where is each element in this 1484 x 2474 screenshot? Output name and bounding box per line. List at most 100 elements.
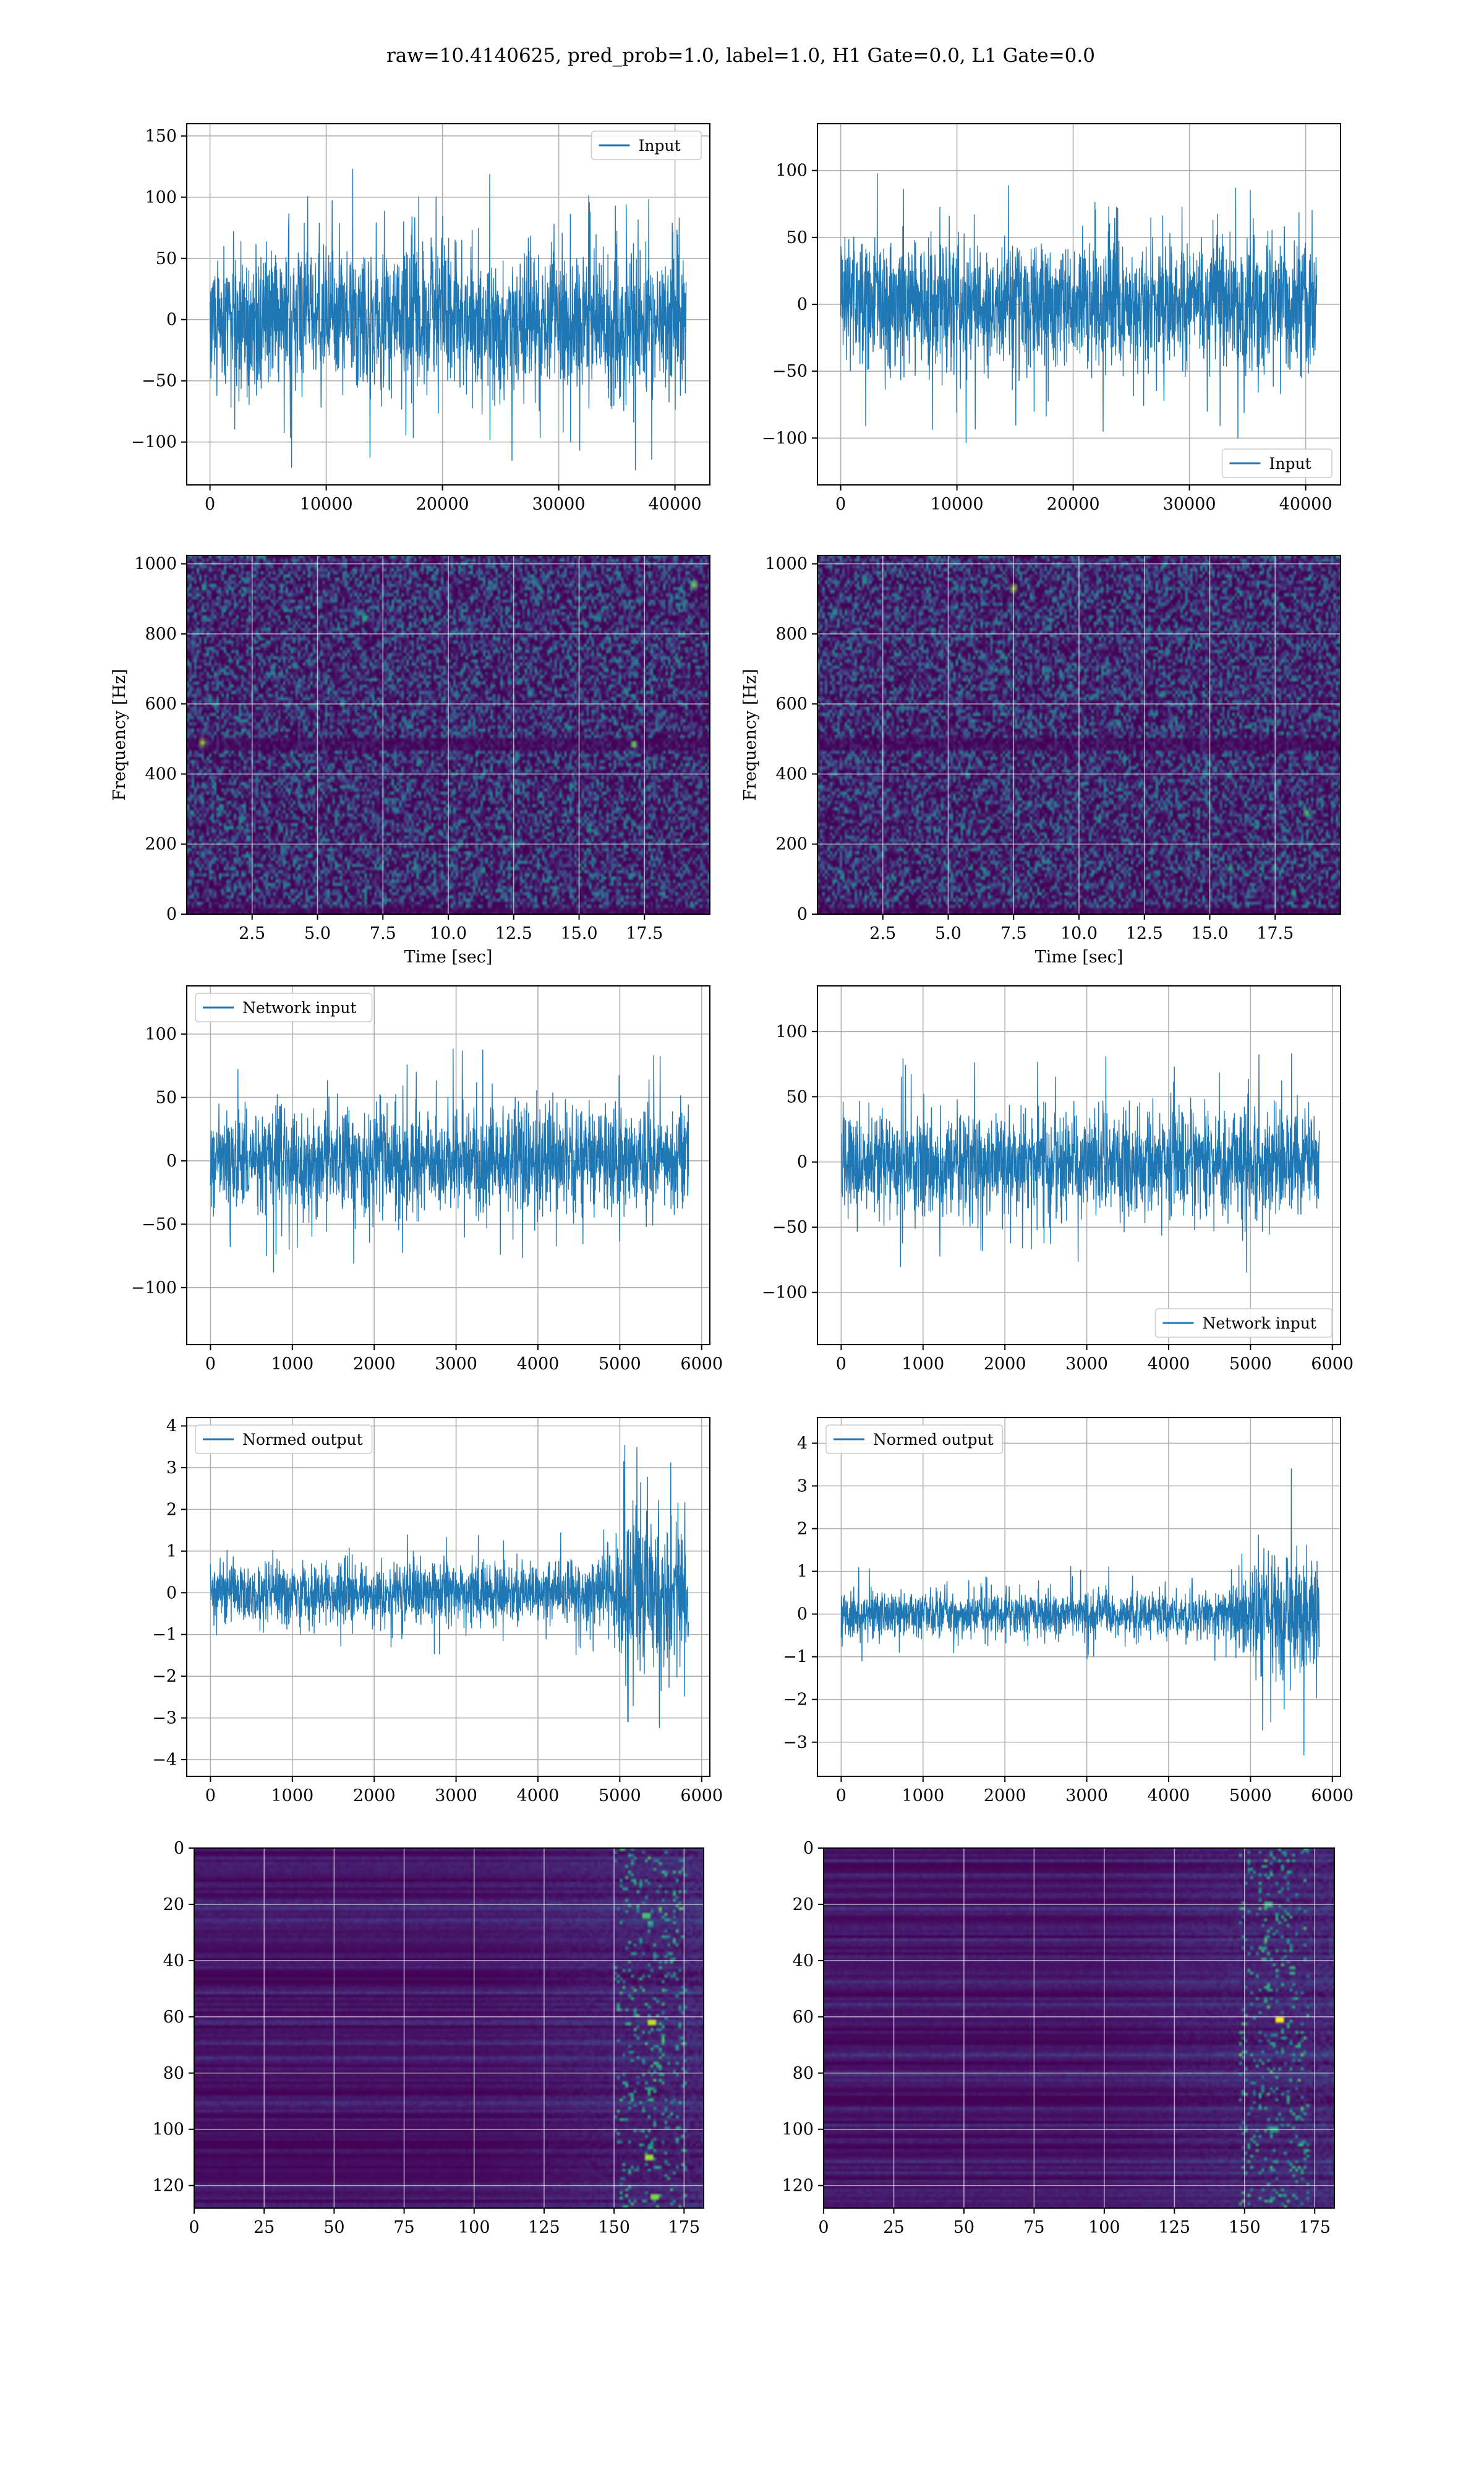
y-tick-label: 0 (797, 905, 808, 924)
legend-label: Input (639, 137, 681, 155)
series-line (210, 1048, 689, 1273)
x-tick-label: 125 (1159, 2218, 1191, 2237)
subplot-p40: 0 25 50 75 100 125 150 175 0 20 40 60 80 100 120 (152, 1839, 704, 2237)
series-line (840, 173, 1318, 443)
y-tick-label: 60 (163, 2008, 184, 2027)
figure-suptitle: raw=10.4140625, pred_prob=1.0, label=1.0… (386, 45, 1095, 67)
legend: Normed output (825, 1424, 1004, 1454)
y-tick-label: 0 (174, 1839, 184, 1858)
x-tick-label: 3000 (1065, 1786, 1108, 1805)
activation-image (194, 1848, 704, 2208)
x-tick-label: 175 (668, 2218, 701, 2237)
legend: Input (591, 131, 702, 160)
legend-box (591, 131, 702, 160)
x-tick-label: 1000 (271, 1355, 313, 1374)
x-tick-label: 2.5 (239, 924, 265, 943)
legend: Normed output (195, 1424, 373, 1454)
x-tick-label: 0 (818, 2218, 829, 2237)
legend-label: Input (1269, 455, 1311, 473)
x-tick-label: 6000 (680, 1355, 723, 1374)
x-tick-label: 0 (189, 2218, 199, 2237)
y-tick-label: 2 (797, 1520, 808, 1539)
y-tick-label: 400 (775, 764, 808, 784)
y-tick-label: 2 (166, 1500, 177, 1519)
x-tick-label: 5.0 (304, 924, 331, 943)
axes-frame (186, 123, 710, 486)
y-axis-label: Frequency [Hz] (110, 669, 129, 800)
legend: Network input (1154, 1308, 1333, 1338)
axes-frame (817, 123, 1341, 486)
axes-frame (817, 555, 1341, 915)
subplot-p01: 0 10000 20000 30000 40000 −100 −50 0 50 100 Input (762, 123, 1341, 514)
y-tick-label: −100 (762, 429, 808, 448)
y-tick-label: −4 (152, 1750, 177, 1770)
x-tick-label: 100 (458, 2218, 490, 2237)
y-tick-label: −50 (772, 362, 808, 381)
x-axis-label: Time [sec] (1035, 948, 1124, 967)
subplot-p41: 0 25 50 75 100 125 150 175 0 20 40 60 80 100 120 (782, 1839, 1335, 2237)
y-tick-label: 0 (166, 1152, 177, 1171)
y-tick-label: 100 (145, 188, 177, 207)
x-tick-label: 75 (1023, 2218, 1044, 2237)
x-tick-label: 0 (205, 495, 215, 514)
axes-frame (186, 1417, 710, 1777)
legend-box (825, 1424, 1004, 1454)
x-tick-label: 6000 (1311, 1355, 1354, 1374)
x-tick-label: 10.0 (1060, 924, 1098, 943)
x-tick-label: 2000 (984, 1786, 1026, 1805)
x-tick-label: 15.0 (1191, 924, 1228, 943)
x-tick-label: 125 (528, 2218, 560, 2237)
x-tick-label: 150 (598, 2218, 630, 2237)
x-tick-label: 5000 (599, 1355, 641, 1374)
x-tick-label: 50 (953, 2218, 974, 2237)
y-tick-label: 0 (166, 1583, 177, 1603)
legend: Input (1221, 448, 1333, 478)
y-tick-label: −2 (152, 1667, 177, 1686)
x-tick-label: 12.5 (495, 924, 532, 943)
legend-label: Network input (1203, 1314, 1316, 1332)
y-tick-label: 40 (793, 1951, 814, 1971)
y-tick-label: 0 (797, 295, 808, 314)
x-tick-label: 30000 (532, 495, 586, 514)
y-tick-label: 50 (156, 249, 177, 268)
y-tick-label: 100 (145, 1025, 177, 1044)
y-tick-label: −50 (142, 1215, 177, 1234)
x-tick-label: 100 (1088, 2218, 1120, 2237)
x-tick-label: 40000 (1279, 495, 1333, 514)
x-tick-label: 2000 (353, 1355, 396, 1374)
y-tick-label: 0 (166, 310, 177, 330)
x-tick-label: 10000 (931, 495, 984, 514)
x-tick-label: 3000 (1065, 1355, 1108, 1374)
x-tick-label: 2000 (353, 1786, 396, 1805)
y-tick-label: −100 (762, 1283, 808, 1303)
x-tick-label: 25 (254, 2218, 275, 2237)
subplot-p10: 2.5 5.0 7.5 10.0 12.5 15.0 17.5 0 200 400 600 800 10… (110, 555, 710, 967)
activation-image (824, 1848, 1334, 2208)
y-tick-label: 100 (775, 161, 808, 181)
x-tick-label: 150 (1229, 2218, 1261, 2237)
x-tick-label: 30000 (1163, 495, 1216, 514)
series-line (209, 169, 687, 471)
x-tick-label: 5000 (599, 1786, 641, 1805)
x-tick-label: 17.5 (1256, 924, 1294, 943)
y-tick-label: 3 (797, 1476, 808, 1496)
series-line (210, 1444, 689, 1728)
axes-frame (186, 985, 710, 1345)
x-tick-label: 5000 (1229, 1786, 1272, 1805)
x-tick-label: 0 (205, 1786, 216, 1805)
legend-label: Normed output (873, 1431, 994, 1449)
x-tick-label: 3000 (435, 1786, 477, 1805)
axes-frame (194, 1847, 704, 2209)
y-tick-label: 600 (775, 695, 808, 714)
x-tick-label: 2.5 (869, 924, 896, 943)
y-tick-label: 20 (163, 1895, 184, 1914)
x-tick-label: 40000 (649, 495, 702, 514)
y-tick-label: 150 (145, 127, 177, 146)
y-tick-label: −1 (783, 1648, 808, 1667)
y-tick-label: 1000 (134, 555, 177, 574)
y-tick-label: 4 (166, 1416, 177, 1436)
axes-frame (817, 985, 1341, 1345)
y-tick-label: 400 (145, 764, 177, 784)
x-tick-label: 0 (205, 1355, 216, 1374)
x-tick-label: 20000 (1047, 495, 1100, 514)
